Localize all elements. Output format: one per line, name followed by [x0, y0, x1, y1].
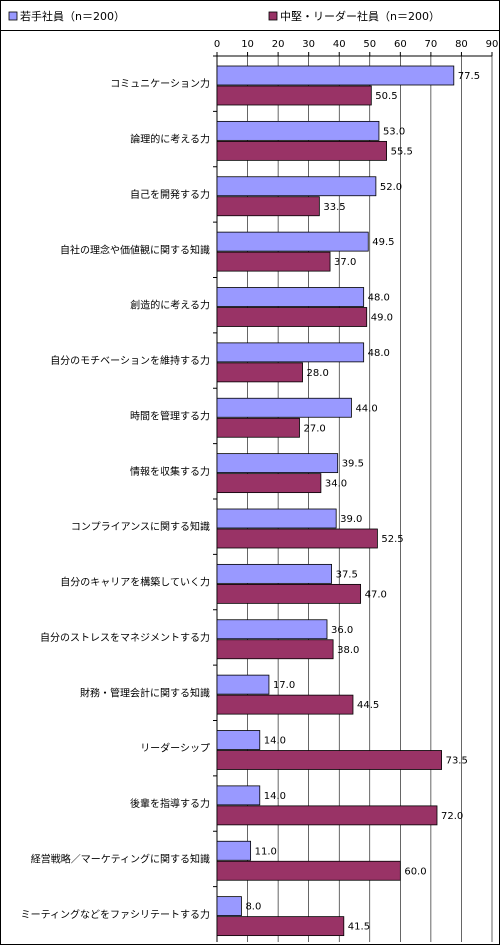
category-label: リーダーシップ: [140, 742, 210, 755]
value-label-mid: 73.5: [446, 756, 468, 767]
bar-young: [216, 508, 337, 529]
value-label-young: 14.0: [264, 736, 286, 747]
x-tick-label: 10: [241, 39, 254, 50]
value-label-mid: 60.0: [404, 866, 426, 877]
bar-young: [216, 231, 369, 252]
bar-mid: [216, 860, 401, 881]
value-label-young: 36.0: [331, 625, 353, 636]
bar-mid: [216, 750, 442, 770]
category-label: 自分のモチベーションを維持する力: [50, 354, 210, 367]
value-label-mid: 49.0: [371, 313, 393, 324]
value-label-mid: 52.5: [381, 534, 403, 545]
legend: 若手社員（n＝200） 中堅・リーダー社員（n＝200）: [8, 9, 440, 23]
bar-mid: [216, 307, 368, 327]
value-label-young: 44.0: [355, 403, 377, 414]
value-label-mid: 55.5: [391, 146, 413, 157]
bar-young: [216, 840, 252, 861]
bar-young: [216, 120, 380, 141]
category-label: 論理的に考える力: [130, 133, 210, 146]
value-label-young: 48.0: [368, 293, 390, 304]
bar-mid: [216, 473, 322, 494]
bar-mid: [216, 251, 331, 272]
value-label-mid: 47.0: [365, 589, 387, 600]
value-label-young: 39.5: [342, 459, 364, 470]
bar-mid: [216, 140, 387, 161]
x-tick-label: 20: [272, 39, 285, 50]
bar-mid: [216, 639, 334, 660]
value-label-mid: 27.0: [304, 423, 326, 434]
bar-young: [216, 453, 339, 474]
x-tick-label: 50: [363, 39, 376, 50]
bar-mid: [216, 85, 372, 106]
category-label: コンプライアンスに関する知識: [71, 520, 210, 533]
bar-young: [216, 674, 270, 695]
category-label: コミュニケーション力: [110, 77, 210, 90]
category-label: ミーティングなどをファシリテートする力: [21, 908, 210, 921]
x-tick-label: 0: [214, 39, 220, 50]
value-label-mid: 34.0: [325, 479, 347, 490]
bar-young: [216, 730, 261, 750]
value-label-mid: 44.5: [357, 700, 379, 711]
value-label-young: 11.0: [255, 846, 277, 857]
plot-area: 0 10 20 30 40 50 60 70 80 90 コミュニケーション力 77.5 50.5 論理的…: [21, 39, 499, 942]
legend-swatch-mid: [268, 11, 278, 21]
bar-young: [216, 65, 455, 86]
category-label: 自己を開発する力: [130, 188, 210, 201]
value-label-young: 77.5: [458, 71, 480, 82]
category-label: 創造的に考える力: [130, 299, 210, 312]
legend-swatch-young: [8, 11, 18, 21]
value-label-mid: 28.0: [307, 368, 329, 379]
value-label-young: 52.0: [380, 182, 402, 193]
bar-mid: [216, 417, 300, 438]
legend-label-mid: 中堅・リーダー社員（n＝200）: [280, 9, 440, 23]
value-label-mid: 38.0: [337, 645, 359, 656]
x-tick-label: 90: [486, 39, 499, 50]
value-label-young: 14.0: [264, 791, 286, 802]
category-label: 自分のキャリアを構築していく力: [60, 576, 210, 589]
category-label: 時間を管理する力: [130, 409, 210, 422]
value-label-mid: 41.5: [348, 922, 370, 933]
bar-young: [216, 563, 332, 584]
category-label: 財務・管理会計に関する知識: [80, 686, 210, 699]
x-tick-label: 60: [394, 39, 407, 50]
bar-mid: [216, 805, 438, 826]
category-label: 自分のストレスをマネジメントする力: [40, 631, 210, 644]
bar-mid: [216, 362, 303, 383]
category-label: 情報を収集する力: [130, 465, 210, 478]
value-label-mid: 50.5: [375, 91, 397, 102]
category-label: 後輩を指導する力: [130, 797, 210, 810]
legend-label-young: 若手社員（n＝200）: [20, 9, 125, 23]
category-label: 経営戦略／マーケティングに関する知識: [31, 852, 210, 865]
bar-mid: [216, 196, 320, 217]
bar-young: [216, 287, 365, 307]
bar-mid: [216, 583, 362, 604]
x-tick-label: 40: [333, 39, 346, 50]
x-tick-label: 70: [425, 39, 438, 50]
value-label-young: 17.0: [273, 680, 295, 691]
value-label-mid: 72.0: [441, 811, 463, 822]
bar-young: [216, 785, 261, 806]
bar-mid: [216, 916, 345, 937]
value-label-mid: 33.5: [323, 202, 345, 213]
bar-mid: [216, 528, 378, 549]
bar-young: [216, 397, 352, 418]
value-label-young: 48.0: [368, 348, 390, 359]
value-label-young: 39.0: [340, 514, 362, 525]
value-label-young: 53.0: [383, 126, 405, 137]
bar-young: [216, 619, 328, 640]
value-label-young: 37.5: [336, 569, 358, 580]
bar-young: [216, 176, 377, 197]
bar-mid: [216, 694, 354, 715]
x-tick-label: 80: [455, 39, 468, 50]
x-tick-label: 30: [302, 39, 315, 50]
bar-young: [216, 342, 365, 363]
value-label-young: 8.0: [245, 902, 261, 913]
value-label-young: 49.5: [372, 237, 394, 248]
bar-young: [216, 896, 242, 917]
category-label: 自社の理念や価値観に関する知識: [60, 243, 210, 256]
value-label-mid: 37.0: [334, 257, 356, 268]
